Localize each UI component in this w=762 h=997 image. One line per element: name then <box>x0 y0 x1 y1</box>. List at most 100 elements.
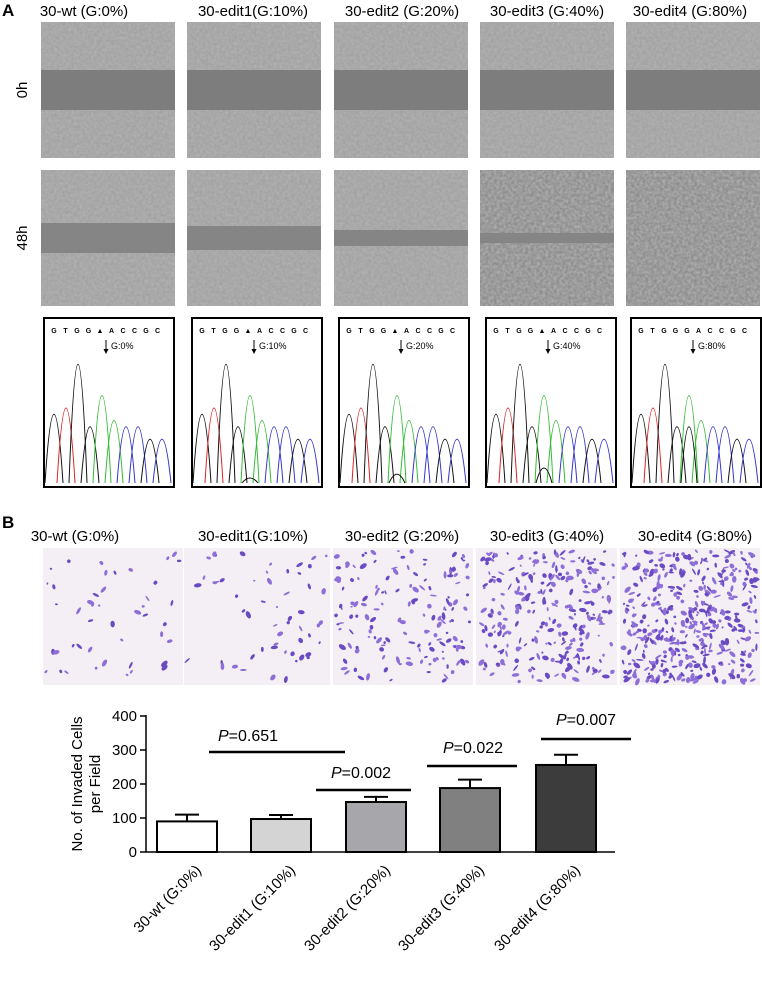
stained-cell <box>727 622 733 628</box>
stained-cell <box>462 559 466 562</box>
stained-cell <box>579 637 583 641</box>
stained-cell <box>717 572 723 579</box>
stained-cell <box>516 579 520 584</box>
stained-cell <box>483 661 488 668</box>
transwell-image <box>43 548 183 685</box>
stained-cell <box>253 579 256 582</box>
stained-cell <box>478 622 485 627</box>
trace-peak <box>570 426 590 484</box>
stained-cell <box>441 657 445 660</box>
stained-cell <box>708 649 713 653</box>
stained-cell <box>408 641 416 644</box>
stained-cell <box>296 562 303 568</box>
stained-cell <box>606 580 610 586</box>
stained-cell <box>703 557 708 561</box>
stained-cell <box>447 596 450 599</box>
stained-cell <box>727 663 731 666</box>
stained-cell <box>649 568 655 577</box>
stained-cell <box>321 588 326 595</box>
stained-cell <box>456 660 461 666</box>
stained-cell <box>647 632 653 637</box>
stained-cell <box>626 669 633 675</box>
stained-cell <box>558 653 565 660</box>
stained-cell <box>542 555 546 560</box>
p-symbol: P <box>556 712 567 729</box>
x-tick-label: 30-edit2 (G:20%) <box>301 862 394 955</box>
stained-cell <box>260 600 266 603</box>
stained-cell <box>528 656 535 661</box>
stained-cell <box>519 564 522 567</box>
trace-peak <box>594 438 614 484</box>
stained-cell <box>265 570 269 574</box>
y-tick-label: 100 <box>112 810 137 827</box>
stained-cell <box>542 598 547 605</box>
stained-cell <box>652 587 658 593</box>
stained-cell <box>392 568 399 575</box>
stained-cell <box>485 561 489 566</box>
stained-cell <box>712 623 717 628</box>
base-call: G <box>730 328 736 335</box>
stained-cell <box>683 583 686 588</box>
stained-cell <box>76 643 83 649</box>
stained-cell <box>676 591 683 596</box>
stained-cell <box>160 631 164 638</box>
stained-cell <box>354 648 360 654</box>
stained-cell <box>505 650 508 658</box>
stained-cell <box>92 592 100 597</box>
stained-cell <box>46 582 49 585</box>
stained-cell <box>52 584 56 590</box>
stained-cell <box>573 612 576 616</box>
stained-cell <box>455 581 461 585</box>
stained-cell <box>690 562 695 566</box>
stained-cell <box>465 659 470 664</box>
base-call: G <box>74 328 80 335</box>
stained-cell <box>660 634 664 641</box>
stained-cell <box>531 638 535 642</box>
stained-cell <box>724 637 730 646</box>
stained-cell <box>193 583 202 588</box>
stained-cell <box>601 610 608 614</box>
stained-cell <box>720 609 726 616</box>
stained-cell <box>733 618 741 623</box>
base-call: G <box>86 328 92 335</box>
stained-cell <box>694 600 699 608</box>
stained-cell <box>76 607 81 615</box>
stained-cell <box>565 650 569 654</box>
stained-cell <box>690 669 694 672</box>
trace-peak <box>228 426 248 484</box>
stained-cell <box>202 575 206 580</box>
stained-cell <box>231 664 239 669</box>
stained-cell <box>166 639 173 643</box>
stained-cell <box>701 621 706 629</box>
stained-cell <box>701 600 706 606</box>
arrow-head <box>398 349 404 354</box>
stained-cell <box>675 586 683 591</box>
stained-cell <box>450 619 455 623</box>
base-call: G <box>381 328 387 335</box>
stained-cell <box>601 576 606 581</box>
stained-cell <box>750 584 758 589</box>
stained-cell <box>576 569 580 578</box>
stained-cell <box>688 662 693 668</box>
stained-cell <box>663 679 670 684</box>
stained-cell <box>142 613 149 617</box>
stained-cell <box>709 550 713 554</box>
stained-cell <box>206 556 212 560</box>
stained-cell <box>370 616 377 623</box>
stained-cell <box>696 595 699 598</box>
stained-cell <box>748 669 754 677</box>
stained-cell <box>482 583 488 588</box>
stained-cell <box>662 672 667 677</box>
base-call: G <box>369 328 375 335</box>
stained-cell <box>733 612 740 616</box>
p-value: P=0.651 <box>218 728 278 745</box>
stained-cell <box>488 578 494 583</box>
stained-cell <box>644 666 650 671</box>
stained-cell <box>547 628 555 633</box>
stained-cell <box>648 672 651 676</box>
stained-cell <box>424 655 428 659</box>
stained-cell <box>696 635 700 638</box>
stained-cell <box>239 551 246 557</box>
stained-cell <box>740 650 746 655</box>
base-call: G <box>199 328 205 335</box>
